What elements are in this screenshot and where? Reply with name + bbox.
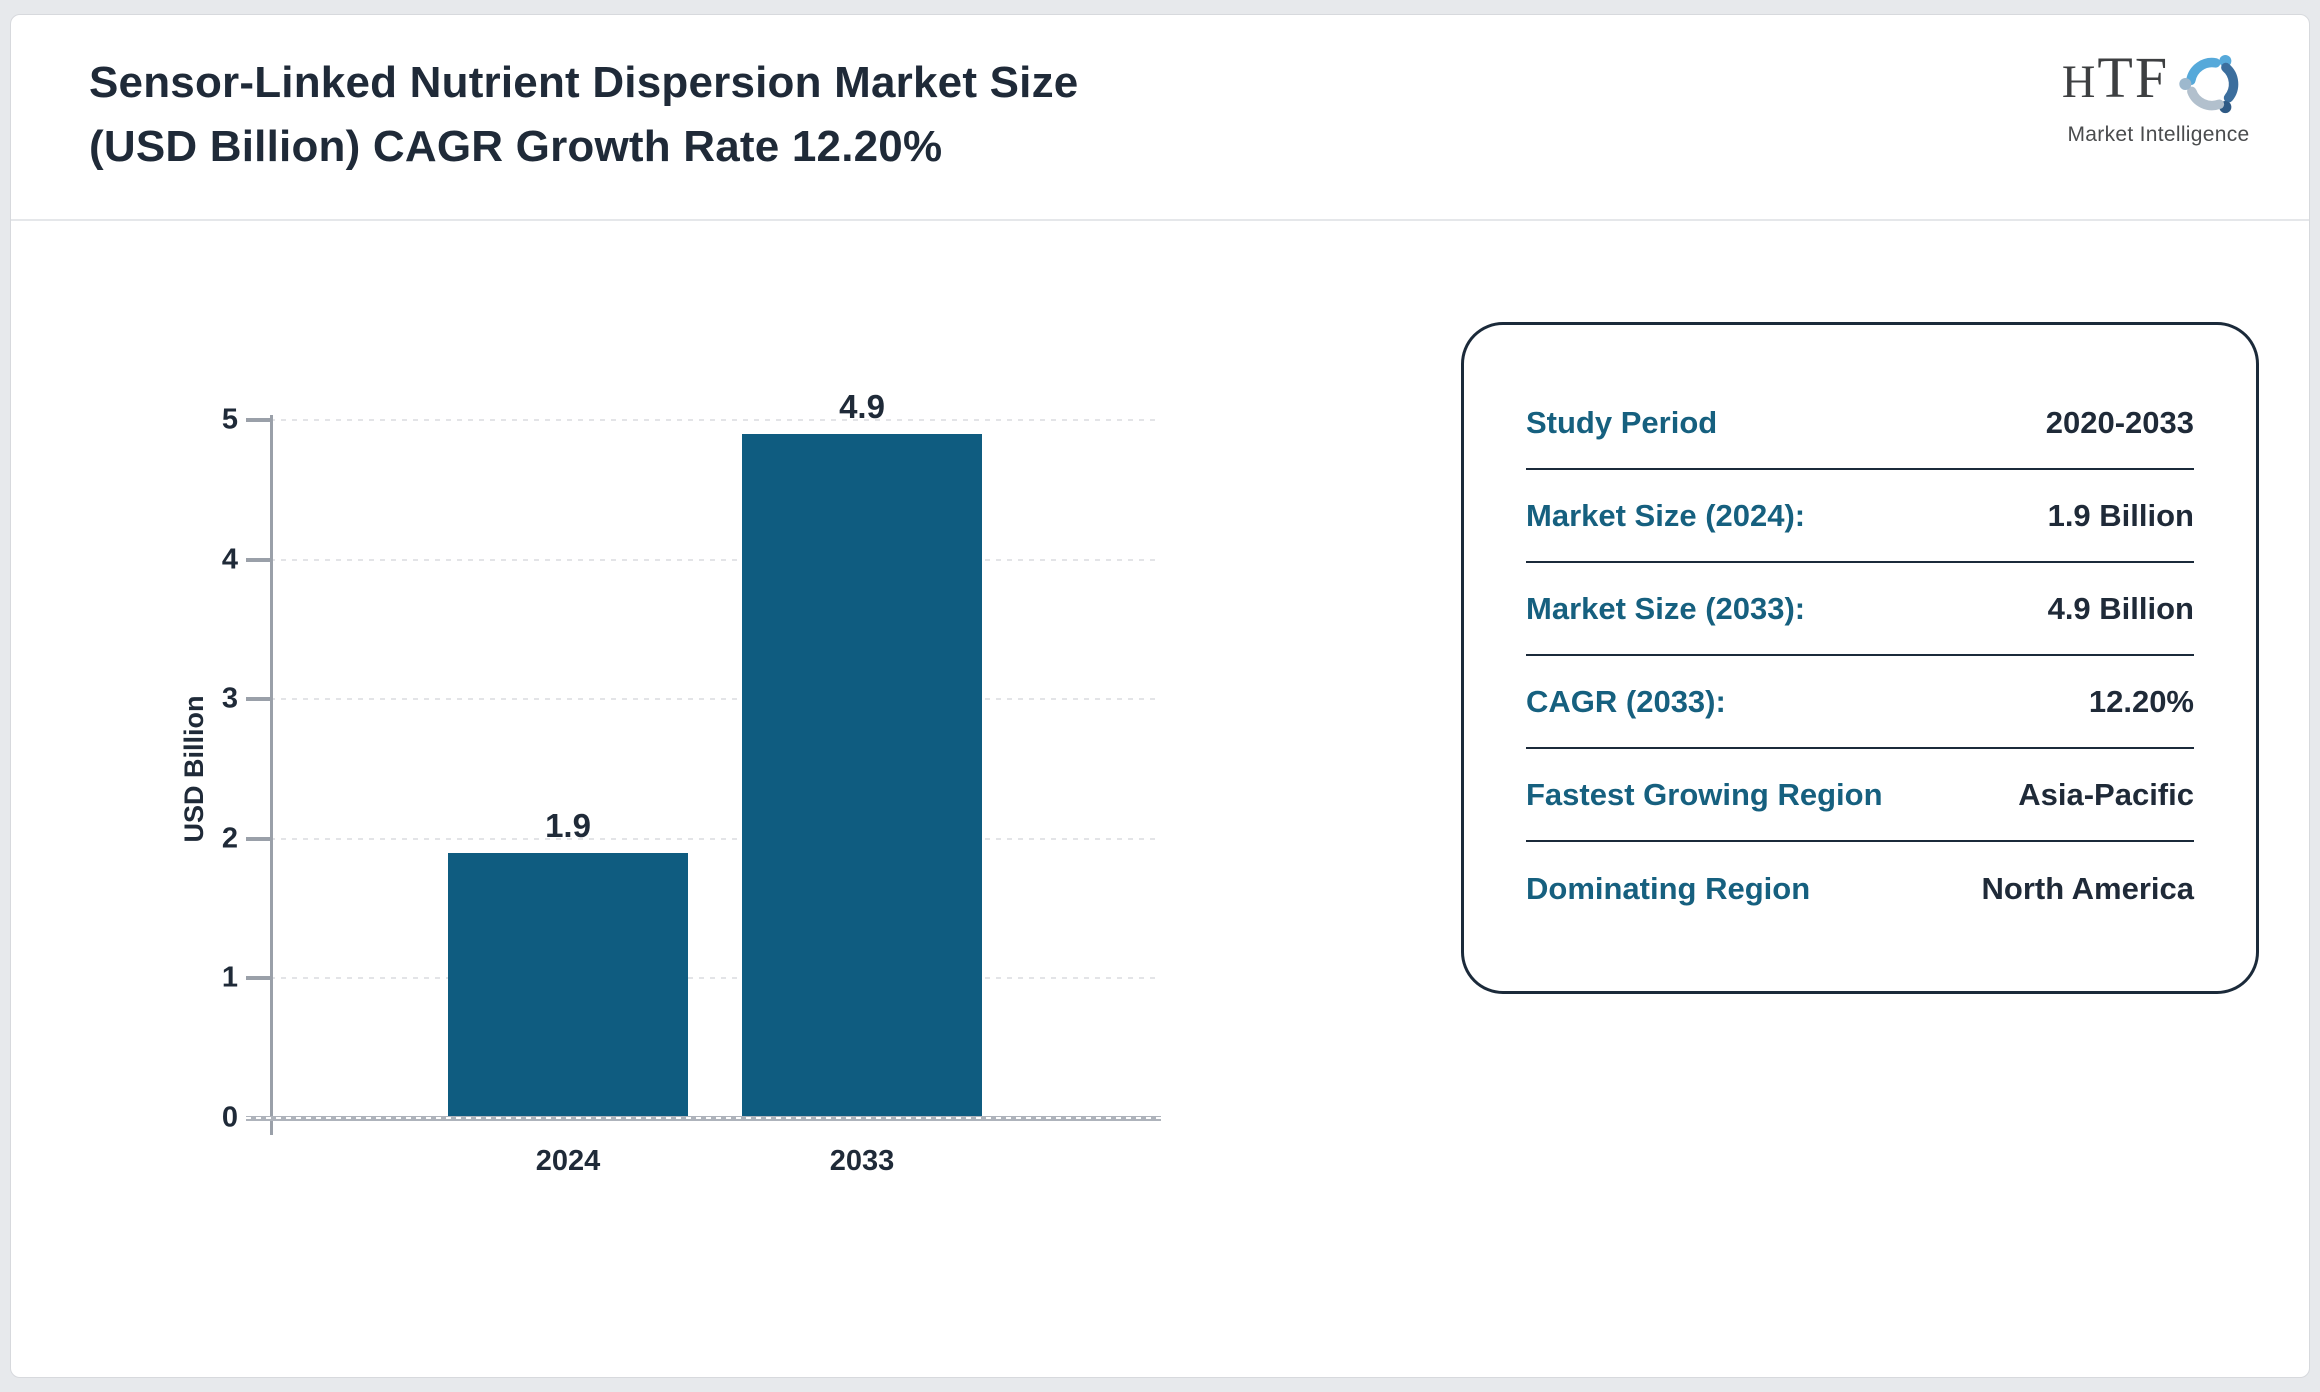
y-tick-label-3: 3	[221, 682, 238, 715]
info-label-3: CAGR (2033):	[1526, 683, 1726, 719]
bar-2033	[742, 433, 982, 1118]
info-value-4: Asia-Pacific	[2018, 776, 2194, 812]
y-gridline-3	[270, 698, 1161, 701]
info-value-5: North America	[1981, 870, 2194, 906]
htf-logo-text: HTF	[2061, 45, 2170, 110]
page-title-line1: Sensor-Linked Nutrient Dispersion Market…	[89, 58, 1079, 107]
x-axis-baseline	[246, 1116, 1161, 1121]
y-tick-label-4: 4	[221, 543, 238, 576]
info-value-3: 12.20%	[2088, 683, 2194, 719]
bar-value-2033: 4.9	[839, 387, 885, 425]
info-label-4: Fastest Growing Region	[1526, 776, 1883, 812]
report-card: Sensor-Linked Nutrient Dispersion Market…	[10, 14, 2310, 1378]
bar-2024	[448, 852, 688, 1118]
htf-logo-row: HTF	[2046, 35, 2271, 121]
page-title-line2: (USD Billion) CAGR Growth Rate 12.20%	[89, 122, 943, 171]
y-tick-4	[246, 557, 270, 562]
htf-logo: HTF Market Intelligence	[2046, 35, 2271, 147]
info-value-0: 2020-2033	[2045, 404, 2194, 440]
info-row-1: Market Size (2024): 1.9 Billion	[1526, 470, 2194, 563]
info-label-0: Study Period	[1526, 404, 1718, 440]
info-value-2: 4.9 Billion	[2047, 590, 2194, 626]
x-axis-label-2024: 2024	[535, 1145, 601, 1177]
info-row-5: Dominating Region North America	[1526, 842, 2194, 935]
y-axis-title: USD Billion	[179, 695, 209, 843]
y-gridline-4	[270, 558, 1161, 561]
htf-logo-tf: TF	[2097, 45, 2170, 110]
x-axis-label-2033: 2033	[829, 1145, 895, 1177]
info-value-1: 1.9 Billion	[2047, 497, 2194, 533]
info-row-2: Market Size (2033): 4.9 Billion	[1526, 563, 2194, 656]
y-gridline-5	[270, 419, 1161, 421]
info-row-0: Study Period 2020-2033	[1526, 377, 2194, 470]
y-tick-2	[246, 836, 270, 841]
bar-chart: 0 1 2 3 4 5 USD Billion 1.9 2024 4.9 2033	[141, 345, 1201, 1205]
market-info-panel: Study Period 2020-2033 Market Size (2024):…	[1461, 322, 2259, 994]
info-label-1: Market Size (2024):	[1526, 497, 1806, 533]
header-divider	[11, 219, 2309, 221]
info-label-2: Market Size (2033):	[1526, 590, 1806, 626]
htf-logo-swirl-icon	[2179, 54, 2239, 114]
y-tick-1	[246, 976, 270, 981]
y-tick-label-1: 1	[221, 961, 238, 994]
info-label-5: Dominating Region	[1526, 870, 1811, 906]
y-tick-5	[246, 418, 270, 422]
info-row-3: CAGR (2033): 12.20%	[1526, 656, 2194, 749]
page-title: Sensor-Linked Nutrient Dispersion Market…	[89, 51, 1509, 179]
y-tick-label-2: 2	[221, 822, 238, 855]
y-tick-3	[246, 697, 270, 702]
y-tick-label-5: 5	[221, 403, 238, 436]
y-gridline-2	[270, 837, 1161, 840]
y-axis	[270, 415, 273, 1135]
y-tick-label-0: 0	[221, 1101, 238, 1134]
y-gridline-1	[270, 977, 1161, 980]
htf-logo-subtext: Market Intelligence	[2067, 123, 2250, 146]
info-row-4: Fastest Growing Region Asia-Pacific	[1526, 749, 2194, 842]
bar-value-2024: 1.9	[545, 806, 591, 844]
